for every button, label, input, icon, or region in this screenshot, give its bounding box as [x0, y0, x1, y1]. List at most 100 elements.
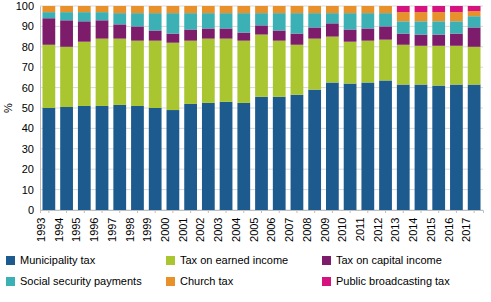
- series: [42, 6, 480, 21]
- x-tick-mark: [155, 210, 156, 213]
- bar-segment: [255, 6, 268, 13]
- bar-segment: [379, 13, 392, 26]
- bar-segment: [450, 6, 463, 12]
- bar-segment: [60, 47, 73, 107]
- x-tick-label: 1996: [88, 218, 100, 242]
- bar-segment: [344, 42, 357, 84]
- bar-segment: [468, 11, 481, 16]
- x-tick: 2013: [389, 210, 403, 242]
- bar-segment: [184, 13, 197, 29]
- y-tick: 0: [28, 204, 40, 216]
- bar-segment: [291, 13, 304, 33]
- bar-segment: [184, 41, 197, 104]
- bar-segment: [308, 6, 321, 13]
- bar-segment: [361, 13, 374, 28]
- x-tick-mark: [456, 210, 457, 213]
- x-tick-label: 2002: [194, 218, 206, 242]
- bar-segment: [78, 12, 91, 21]
- x-tick-mark: [279, 210, 280, 213]
- bar-segment: [326, 83, 339, 211]
- x-tick-mark: [84, 210, 85, 213]
- bar-segment: [450, 34, 463, 46]
- bar-segment: [202, 6, 215, 13]
- y-tick-label: 60: [22, 82, 34, 94]
- legend-swatch: [166, 256, 175, 265]
- x-tick-label: 1993: [35, 218, 47, 242]
- x-tick-label: 2004: [230, 218, 242, 242]
- x-tick-label: 2007: [283, 218, 295, 242]
- x-tick-label: 2014: [407, 218, 419, 242]
- bar-segment: [237, 33, 250, 41]
- y-tick: 30: [22, 143, 40, 155]
- bar-segment: [344, 29, 357, 41]
- x-axis-line: [41, 211, 484, 214]
- y-tick: 100: [16, 0, 40, 12]
- bar-segment: [78, 106, 91, 210]
- x-tick-label: 2010: [336, 218, 348, 242]
- x-tick-mark: [420, 210, 421, 213]
- legend: Municipality taxTax on earned incomeTax …: [6, 254, 450, 287]
- bar-segment: [202, 103, 215, 210]
- bar-segment: [131, 13, 144, 26]
- x-tick-mark: [66, 210, 67, 213]
- bar-segment: [184, 6, 197, 13]
- bar-segment: [220, 102, 233, 210]
- bar-segment: [415, 21, 428, 34]
- bar-segment: [167, 34, 180, 43]
- bar-segment: [255, 25, 268, 34]
- y-tick: 70: [22, 61, 40, 73]
- bar-segment: [326, 23, 339, 36]
- bar-segment: [202, 39, 215, 103]
- x-tick: 2011: [354, 210, 368, 241]
- bar-segment: [326, 37, 339, 83]
- bar-segment: [361, 6, 374, 13]
- x-tick-mark: [403, 210, 404, 213]
- bar-segment: [432, 86, 445, 210]
- bar-segment: [379, 6, 392, 13]
- y-tick: 20: [22, 163, 40, 175]
- bar-segment: [255, 35, 268, 97]
- y-tick-label: 10: [22, 184, 34, 196]
- x-tick: 2003: [212, 210, 226, 242]
- bar-segment: [131, 106, 144, 210]
- bar-segment: [60, 6, 73, 12]
- bar-segment: [42, 108, 55, 210]
- bar-segment: [397, 21, 410, 33]
- y-axis: 0102030405060708090100: [16, 0, 41, 216]
- bar-segment: [184, 104, 197, 210]
- bar-segment: [415, 46, 428, 85]
- bar-segment: [60, 20, 73, 47]
- x-tick-mark: [385, 210, 386, 213]
- bar-segment: [131, 41, 144, 106]
- bar-segment: [167, 110, 180, 210]
- legend-item: Municipality tax: [6, 254, 96, 266]
- bar-segment: [78, 21, 91, 41]
- bar-segment: [78, 42, 91, 106]
- bar-segment: [450, 21, 463, 33]
- legend-label: Social security payments: [20, 275, 142, 287]
- legend-swatch: [322, 256, 331, 265]
- bar-segment: [397, 34, 410, 45]
- y-axis-title: %: [2, 103, 14, 113]
- bar-segment: [273, 6, 286, 13]
- x-tick-mark: [474, 210, 475, 213]
- x-tick-label: 2008: [301, 218, 313, 242]
- bar-segment: [468, 6, 481, 11]
- bar-segment: [113, 13, 126, 24]
- x-tick-mark: [119, 210, 120, 213]
- bar-segment: [273, 41, 286, 97]
- bar-segment: [149, 6, 162, 13]
- bar-segment: [415, 35, 428, 46]
- bar-segment: [96, 106, 109, 210]
- bar-segment: [220, 13, 233, 28]
- bar-segment: [42, 45, 55, 108]
- bar-segment: [432, 6, 445, 12]
- bar-segment: [326, 13, 339, 23]
- bar-segment: [113, 24, 126, 38]
- x-tick-label: 2009: [319, 218, 331, 242]
- x-tick-mark: [261, 210, 262, 213]
- x-tick: 1997: [106, 210, 120, 242]
- x-tick-mark: [314, 210, 315, 213]
- x-tick-mark: [137, 210, 138, 213]
- bar-segment: [220, 28, 233, 38]
